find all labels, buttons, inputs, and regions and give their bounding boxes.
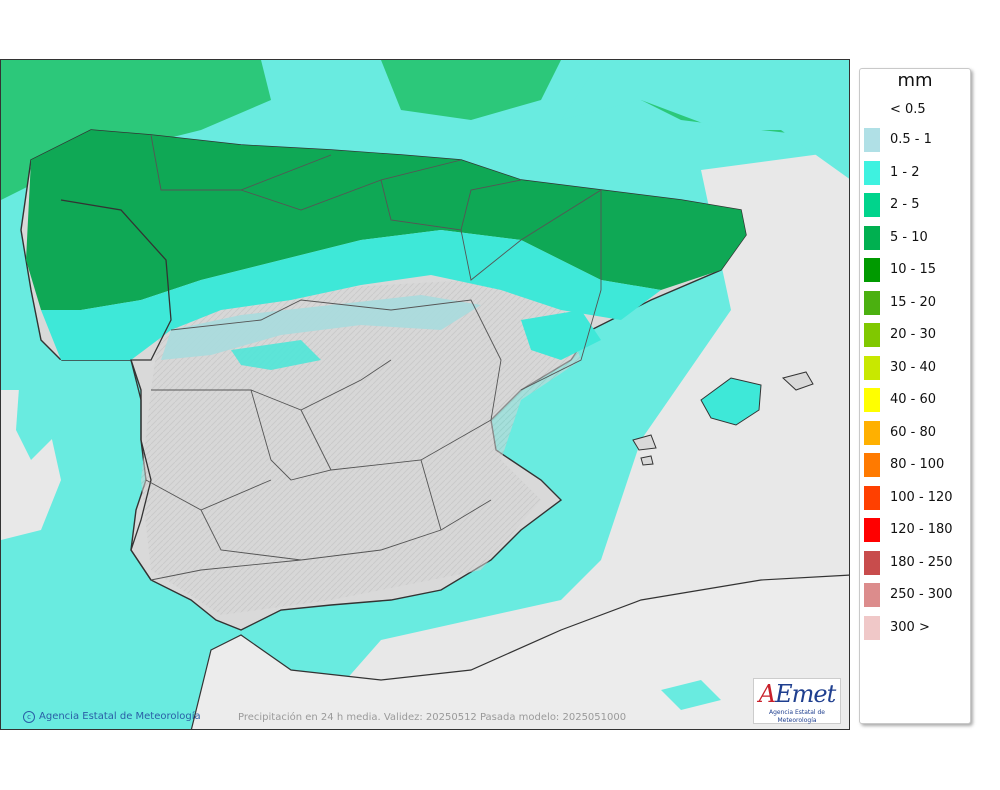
map-canvas: [1, 60, 849, 729]
legend-label: 80 - 100: [890, 457, 945, 472]
mallorca: [700, 377, 762, 426]
legend-swatch: [864, 323, 880, 347]
legend-label: 2 - 5: [890, 197, 920, 212]
legend-swatch: [864, 290, 880, 315]
legend-item: 20 - 30: [864, 323, 968, 347]
legend-swatch: [864, 160, 880, 185]
legend-swatch: [864, 388, 880, 412]
credit-label: Agencia Estatal de Meteorología: [39, 711, 201, 722]
legend-swatch: [864, 583, 880, 607]
legend-label: 250 - 300: [890, 587, 953, 602]
legend-item: 1 - 2: [864, 160, 968, 185]
copyright-icon: c: [23, 711, 35, 723]
legend-item: 5 - 10: [864, 225, 968, 250]
legend-swatch: [864, 453, 880, 477]
legend-label: 180 - 250: [890, 554, 953, 570]
logo-subtitle: Agencia Estatal de Meteorología: [768, 709, 825, 724]
legend-label: 20 - 30: [890, 327, 937, 342]
dry-sea-area: [302, 150, 849, 729]
legend-swatch: [864, 193, 880, 217]
legend-swatch: [864, 550, 880, 575]
legend-swatch: [864, 518, 880, 542]
legend-swatch: [864, 485, 880, 510]
legend-unit: mm: [897, 70, 933, 91]
legend-label: 10 - 15: [890, 262, 937, 277]
aemet-logo: AEmet Agencia Estatal de Meteorología: [753, 678, 841, 724]
legend-swatch: [864, 225, 880, 250]
formentera: [640, 455, 654, 466]
legend-item: 180 - 250: [864, 550, 968, 575]
legend-item: 2 - 5: [864, 193, 968, 217]
legend-swatch: [864, 355, 880, 380]
legend-label: 120 - 180: [890, 522, 953, 537]
legend-swatch: [864, 615, 880, 640]
legend-item: 80 - 100: [864, 453, 968, 477]
legend-label: 60 - 80: [890, 424, 937, 440]
legend-label: 300 >: [890, 619, 930, 635]
rain-north-heavy: [26, 130, 746, 310]
rain-north-light: [41, 230, 661, 360]
credit-text: c Agencia Estatal de Meteorología: [23, 711, 201, 723]
legend-label: 0.5 - 1: [890, 132, 932, 147]
legend-label: 100 - 120: [890, 489, 953, 505]
precipitation-map: c Agencia Estatal de Meteorología Precipi…: [0, 59, 850, 730]
legend-item: 10 - 15: [864, 258, 968, 282]
region-borders: [145, 134, 602, 581]
legend-swatch: [864, 258, 880, 282]
legend-label: 40 - 60: [890, 392, 937, 407]
legend-item: 100 - 120: [864, 485, 968, 510]
legend-item: 300 >: [864, 615, 968, 640]
menorca: [781, 371, 814, 391]
legend-label: 15 - 20: [890, 294, 937, 310]
legend-item: 30 - 40: [864, 355, 968, 380]
legend-item: 40 - 60: [864, 388, 968, 412]
legend-item: 120 - 180: [864, 518, 968, 542]
precipitation-legend: mm < 0.5 0.5 - 1 1 - 2 2 - 5 5 - 10 10 - 15 1…: [859, 68, 971, 724]
legend-first-label: < 0.5: [890, 102, 926, 117]
legend-swatch: [864, 128, 880, 152]
legend-label: 5 - 10: [890, 229, 928, 245]
legend-item: 15 - 20: [864, 290, 968, 315]
legend-item: 0.5 - 1: [864, 128, 968, 152]
logo-brand: AEmet: [758, 680, 836, 708]
legend-label: 30 - 40: [890, 359, 937, 375]
legend-label: 1 - 2: [890, 164, 920, 180]
legend-item: 250 - 300: [864, 583, 968, 607]
validity-text: Precipitación en 24 h media. Validez: 20…: [238, 712, 627, 723]
legend-swatch: [864, 420, 880, 445]
legend-item: 60 - 80: [864, 420, 968, 445]
ibiza: [632, 434, 657, 451]
